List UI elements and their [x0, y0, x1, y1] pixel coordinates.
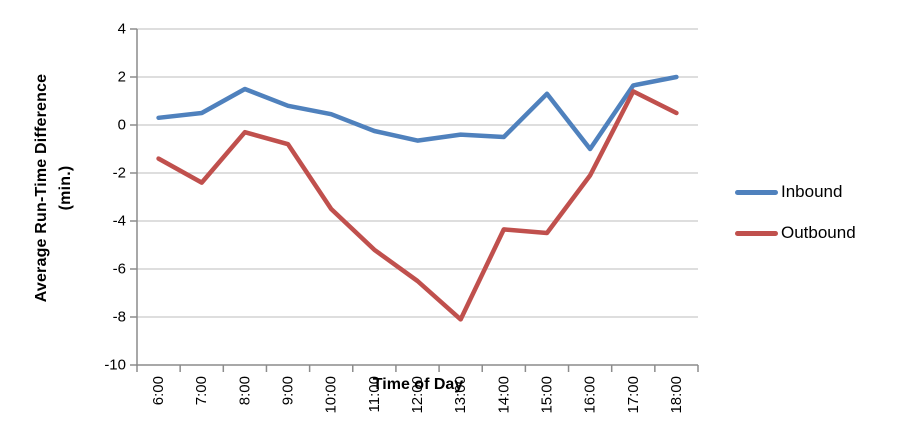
- legend-label-outbound: Outbound: [781, 223, 856, 242]
- x-tick-label: 8:00: [236, 376, 253, 405]
- y-tick-label: -4: [113, 213, 126, 230]
- y-tick-label: 0: [118, 117, 126, 134]
- y-tick-label: 4: [118, 21, 126, 38]
- y-tick-label: -10: [104, 357, 126, 374]
- legend-item-outbound: Outbound: [735, 223, 856, 243]
- x-tick-label: 18:00: [668, 376, 685, 414]
- x-tick-label: 9:00: [280, 376, 297, 405]
- x-tick-label: 11:00: [366, 376, 383, 412]
- y-tick-label: -2: [113, 165, 126, 182]
- x-axis-title: Time of Day: [372, 376, 464, 393]
- legend-item-inbound: Inbound: [735, 182, 856, 202]
- y-tick-label: 2: [118, 69, 126, 86]
- x-tick-label: 6:00: [150, 376, 167, 405]
- series-line-outbound: [156, 89, 679, 322]
- x-tick-label: 16:00: [582, 376, 599, 414]
- legend-label-inbound: Inbound: [781, 182, 843, 201]
- x-tick-label: 7:00: [193, 376, 210, 405]
- x-tick-label: 10:00: [323, 376, 340, 414]
- y-tick-label: -8: [113, 309, 126, 326]
- y-tick-label: -6: [113, 261, 126, 278]
- series-line-inbound: [156, 74, 679, 152]
- x-tick-label: 13:00: [452, 376, 469, 414]
- x-tick-label: 12:00: [409, 376, 426, 414]
- legend: Inbound Outbound: [735, 182, 856, 243]
- x-tick-label: 14:00: [495, 376, 512, 414]
- x-tick-label: 15:00: [538, 376, 555, 414]
- x-tick-label: 17:00: [625, 376, 642, 414]
- outbound-line-swatch: [735, 230, 778, 236]
- inbound-line-swatch: [735, 189, 778, 195]
